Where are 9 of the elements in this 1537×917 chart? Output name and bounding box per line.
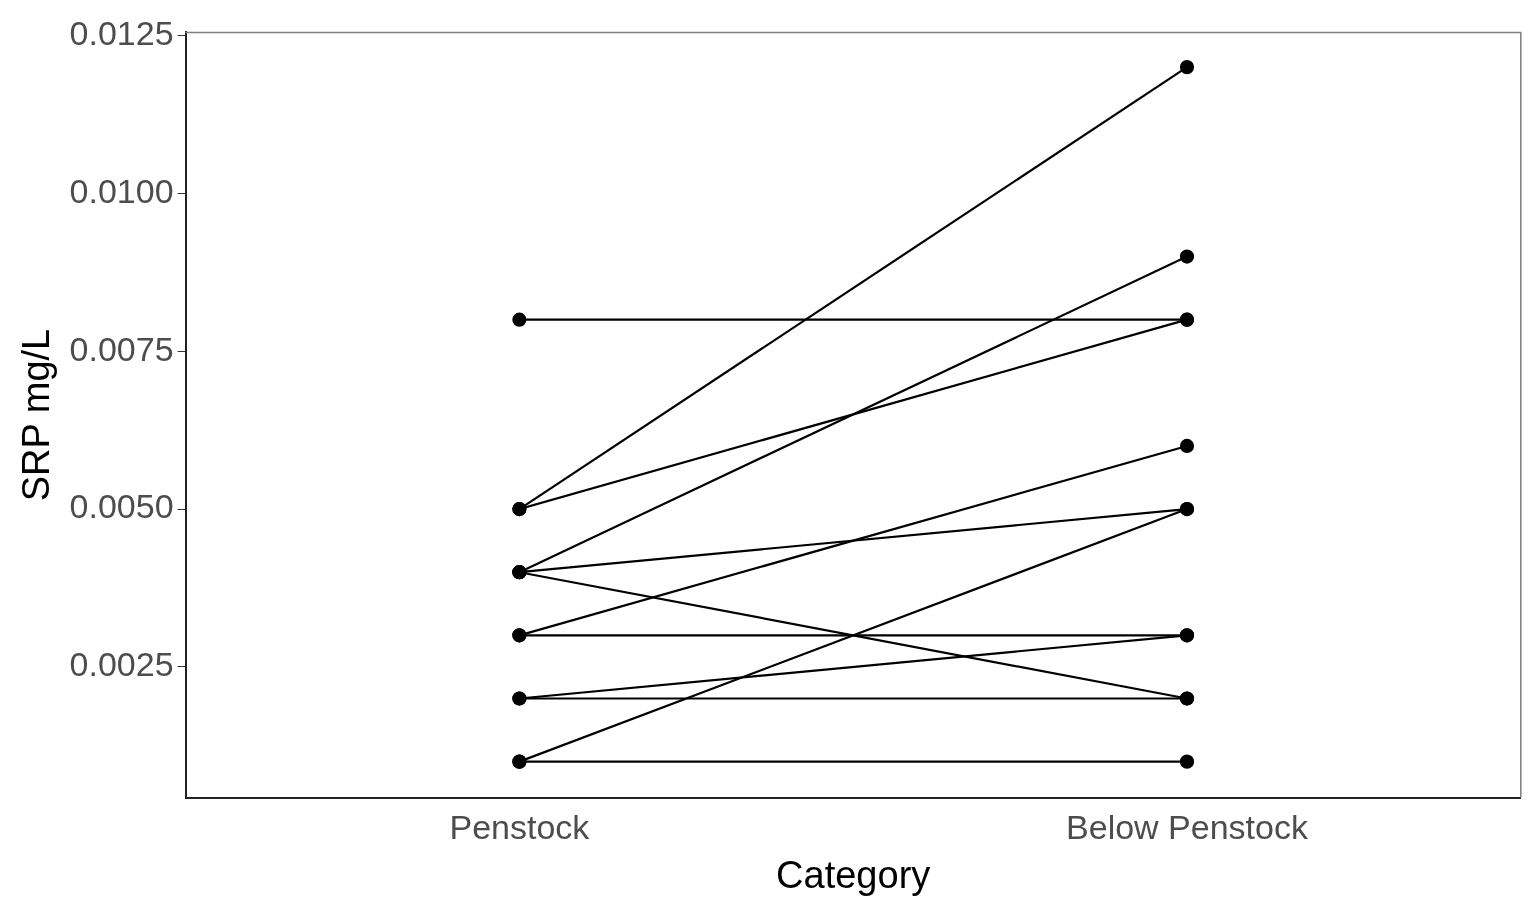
y-tick-label: 0.0100 bbox=[69, 171, 174, 210]
x-tick-label: Penstock bbox=[449, 808, 591, 847]
y-axis-title: SRP mg/L bbox=[15, 328, 58, 502]
x-axis-title: Category bbox=[776, 853, 931, 896]
y-tick-label: 0.0050 bbox=[69, 487, 174, 526]
y-tick-label: 0.0125 bbox=[69, 13, 174, 52]
y-tick-label: 0.0075 bbox=[69, 329, 174, 368]
x-tick-label: Below Penstock bbox=[1066, 808, 1309, 847]
y-tick-label: 0.0025 bbox=[69, 645, 174, 684]
